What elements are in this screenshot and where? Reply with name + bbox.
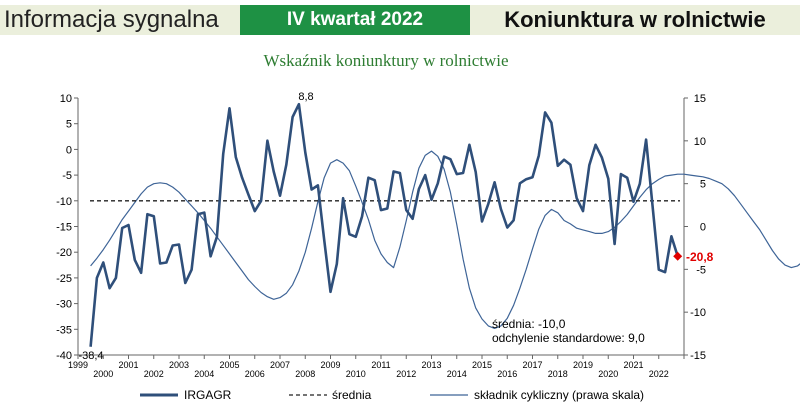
x-tick-label: 2005 [219,360,239,370]
y-right-tick-label: 5 [700,179,706,191]
x-tick-label: 2000 [93,369,113,379]
y-right-tick-label: -15 [690,350,706,362]
x-tick-label: 2016 [497,369,517,379]
y-left-tick-label: -15 [56,222,72,234]
chart-axes: 10 5 0 -5 -10 -15 -20 -25 -30 -35 -40 15 10 5 0 -5 -10 -1… [56,93,706,379]
y-right-tick-label: -10 [690,307,706,319]
x-tick-label: 2014 [447,369,467,379]
x-tick-label: 2020 [598,369,618,379]
legend-label-irgagr: IRGAGR [184,388,232,402]
y-left-tick-label: -5 [62,170,72,182]
x-tick-label: 2011 [371,360,390,370]
y-left-tick-label: -35 [56,324,72,336]
y-right-tick-label: 10 [694,136,706,148]
x-tick-label: 2012 [396,369,416,379]
y-left-tick-label: -10 [56,196,72,208]
y-left-tick-label: 5 [66,119,72,131]
cyclic-component-series [90,150,800,329]
irgagr-line [89,102,679,347]
y-left-tick-label: -40 [56,350,72,362]
x-tick-label: 2008 [295,369,315,379]
x-tick-label: 2022 [649,369,669,379]
y-left-tick-label: -25 [56,273,72,285]
x-tick-label: 2001 [118,360,138,370]
x-tick-label: 2021 [623,360,643,370]
business-sentiment-chart: Wskaźnik koniunktury w rolnictwie 10 5 0 -5… [56,51,800,402]
x-tick-label: 2004 [194,369,214,379]
y-left-tick-label: 10 [60,93,72,105]
min-value-label: -38,4 [78,350,103,362]
x-tick-label: 2006 [245,369,265,379]
x-tick-label: 2019 [573,360,593,370]
y-left-tick-label: 0 [66,144,72,156]
last-value-marker [673,251,683,261]
x-tick-label: 2018 [548,369,568,379]
header-period-label: IV kwartał 2022 [240,5,470,35]
x-tick-label: 2002 [144,369,164,379]
x-tick-label: 2015 [472,360,492,370]
header-topic-title: Koniunktura w rolnictwie [470,5,800,35]
x-tick-label: 2017 [522,360,542,370]
legend-label-mean: średnia [332,388,372,402]
y-right-tick-label: 15 [694,93,706,105]
mean-text: średnia: -10,0 [492,317,566,331]
x-tick-label: 2009 [320,360,340,370]
x-tick-label: 2003 [169,360,189,370]
x-tick-label: 1999 [68,360,88,370]
chart-annotations: 8,8 -38,4 -20,8 średnia: -10,0 odchyleni… [78,91,713,362]
x-tick-label: 2010 [346,369,366,379]
y-right-tick-label: -5 [696,264,706,276]
legend-label-cyclic: składnik cykliczny (prawa skala) [474,388,644,402]
y-left-tick-label: -30 [56,299,72,311]
cyclic-component-line [90,150,800,329]
y-left-tick-label: -20 [56,247,72,259]
x-tick-label: 2013 [421,360,441,370]
irgagr-series [89,102,683,347]
chart-title: Wskaźnik koniunktury w rolnictwie [263,51,508,70]
x-tick-label: 2007 [270,360,290,370]
chart-legend: IRGAGR średnia składnik cykliczny (prawa… [140,388,644,402]
y-right-tick-label: 0 [700,222,706,234]
max-value-label: 8,8 [298,91,313,103]
std-dev-text: odchylenie standardowe: 9,0 [492,331,645,345]
last-value-label: -20,8 [686,250,714,264]
header-section-label: Informacja sygnalna [0,5,240,35]
